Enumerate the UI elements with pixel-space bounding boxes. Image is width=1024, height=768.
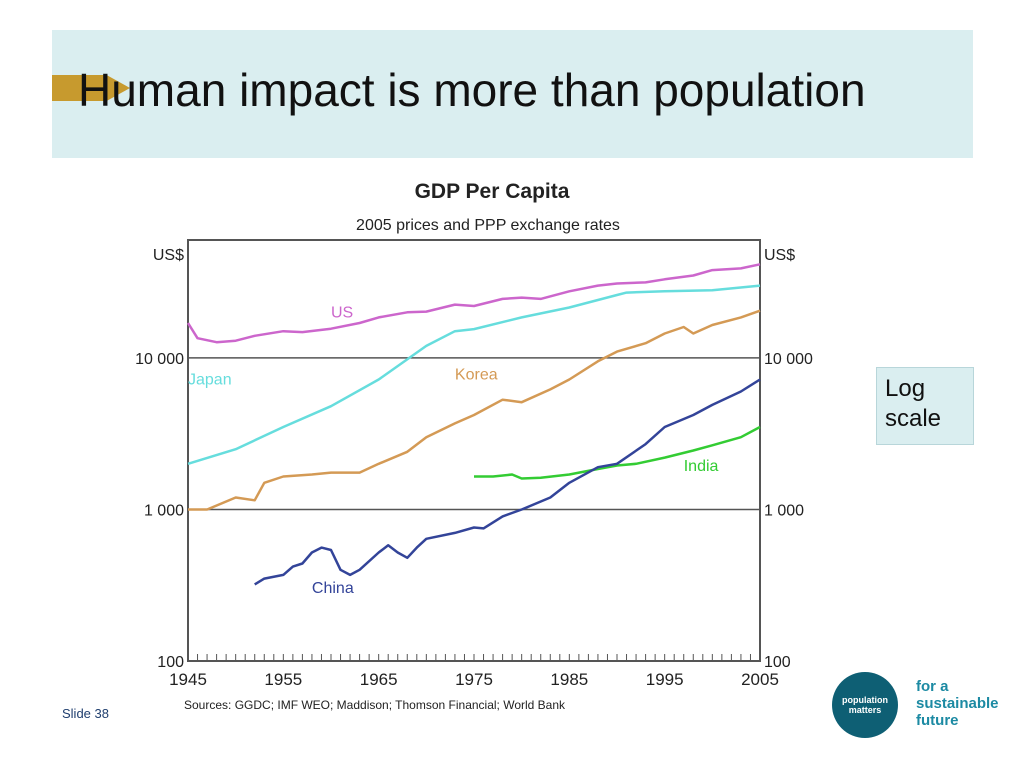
x-tick-label: 1945 — [169, 670, 207, 689]
note-line-1: Log — [885, 375, 926, 402]
series-line-india — [474, 425, 761, 480]
y-tick-label-left: 1 000 — [144, 502, 184, 519]
plot-frame — [187, 239, 761, 662]
x-tick-label: 1955 — [264, 670, 302, 689]
series-line-china — [254, 378, 761, 586]
y-tick-label-right: 100 — [764, 654, 791, 671]
y-tick-label-right: 1 000 — [764, 502, 804, 519]
x-tick-label: 1995 — [646, 670, 684, 689]
chart-title: GDP Per Capita — [415, 180, 570, 203]
y-tick-label-left: 10 000 — [135, 351, 184, 368]
series-line-us — [186, 263, 761, 344]
series-line-japan — [187, 284, 761, 465]
series-label-china: China — [312, 580, 354, 597]
log-scale-note: Log scale — [876, 367, 974, 445]
logo-tagline: for a sustainable future — [916, 678, 1016, 729]
y-tick-label-left: 100 — [157, 654, 184, 671]
y-tick-label-right: 10 000 — [764, 351, 813, 368]
slide-title: Human impact is more than population — [78, 64, 866, 116]
x-tick-label: 1975 — [455, 670, 493, 689]
slide-number: Slide 38 — [62, 706, 109, 721]
logo-tagline-line-3: future — [916, 712, 959, 729]
chart-source: Sources: GGDC; IMF WEO; Maddison; Thomso… — [184, 698, 566, 712]
series-label-us: US — [331, 304, 353, 321]
x-tick-label: 1985 — [550, 670, 588, 689]
logo-circle: population matters — [832, 672, 898, 738]
series-line-korea — [188, 309, 761, 511]
logo-tagline-line-1: for a — [916, 678, 949, 695]
x-tick-label: 2005 — [741, 670, 779, 689]
series-label-japan: Japan — [188, 371, 232, 388]
chart-subtitle: 2005 prices and PPP exchange rates — [356, 217, 620, 234]
left-unit-label: US$ — [153, 247, 184, 264]
logo-tagline-line-2: sustainable — [916, 695, 999, 712]
gdp-chart: GDP Per Capita 2005 prices and PPP excha… — [135, 180, 813, 712]
x-tick-label: 1965 — [360, 670, 398, 689]
note-line-2: scale — [885, 405, 942, 432]
series-label-korea: Korea — [455, 367, 498, 384]
series-label-india: India — [684, 458, 719, 475]
title-box — [52, 30, 973, 158]
right-unit-label: US$ — [764, 247, 795, 264]
